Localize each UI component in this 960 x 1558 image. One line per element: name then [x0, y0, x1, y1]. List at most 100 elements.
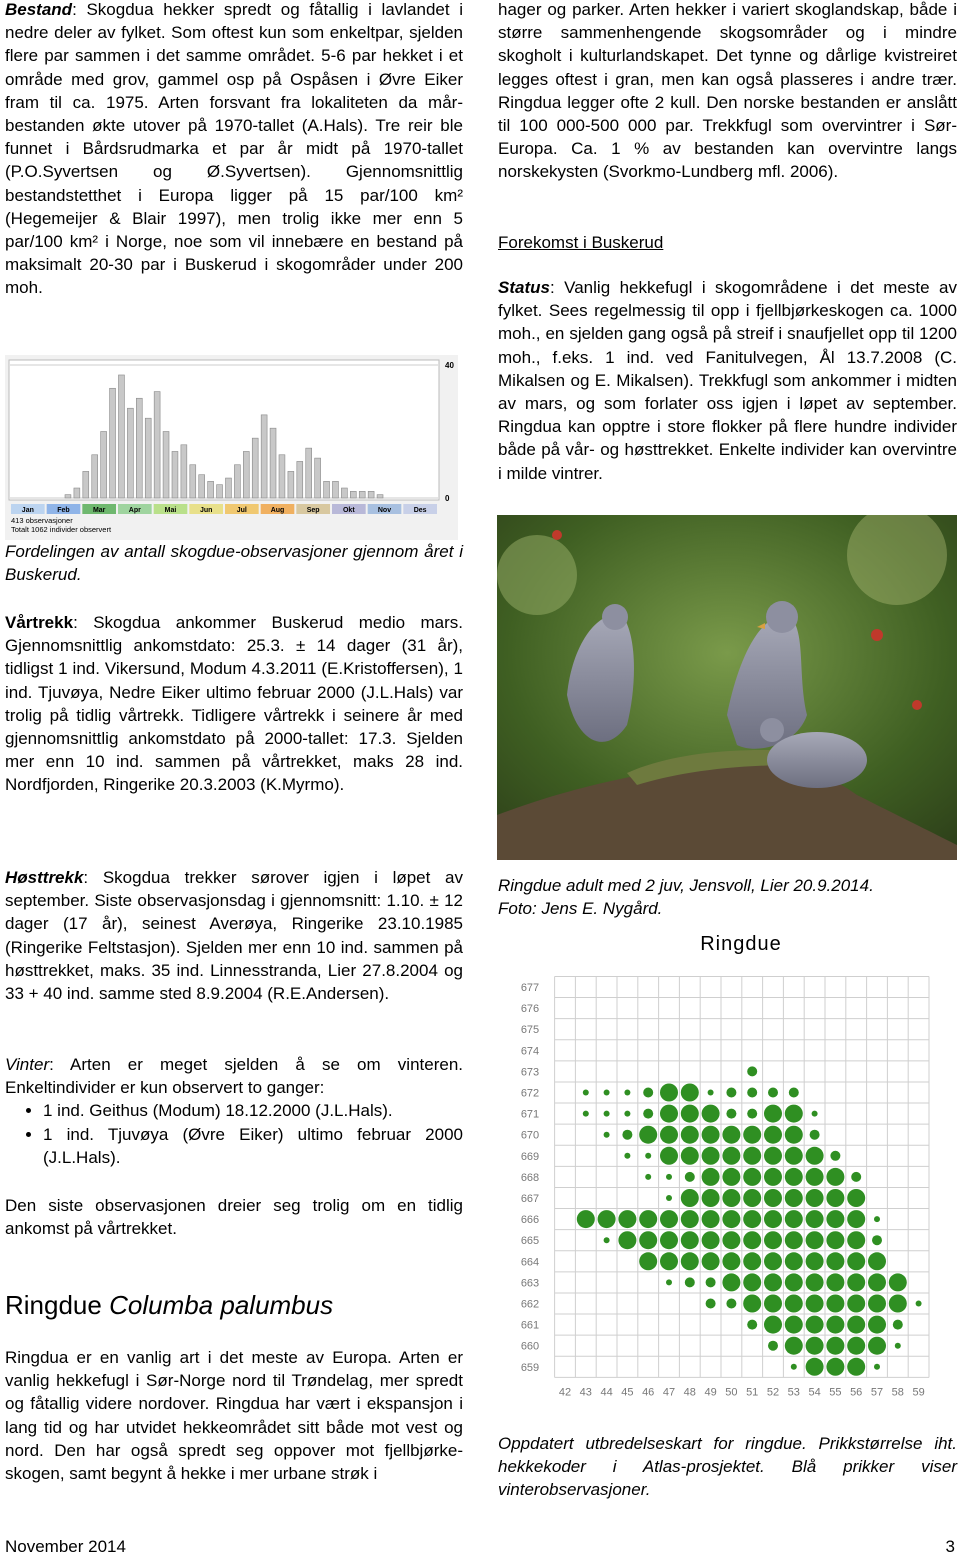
bar	[198, 474, 205, 499]
row-label: 673	[521, 1066, 539, 1078]
map-dot	[805, 1167, 824, 1186]
map-dot	[701, 1125, 720, 1144]
text: : Vanlig hekkefugl i skogområdene i det …	[498, 278, 957, 483]
map-dot	[784, 1146, 803, 1165]
map-dot	[784, 1315, 803, 1334]
map-dot	[643, 1108, 654, 1119]
map-dot	[660, 1104, 678, 1123]
map-dot	[826, 1273, 845, 1292]
bar	[314, 457, 321, 499]
map-dot	[666, 1279, 672, 1286]
month-box	[11, 504, 45, 514]
map-dot	[872, 1235, 882, 1246]
bar	[64, 494, 72, 499]
col-label: 45	[621, 1386, 633, 1398]
bar	[127, 407, 134, 499]
row-label: 660	[521, 1341, 539, 1353]
bar	[73, 487, 81, 499]
paragraph: Den siste observasjonen dreier seg troli…	[5, 1196, 463, 1239]
map-dot	[680, 1104, 699, 1123]
bar	[162, 431, 170, 499]
map-dot	[680, 1083, 699, 1102]
bar	[100, 431, 107, 499]
map-dot	[915, 1300, 922, 1307]
map-dot	[784, 1125, 803, 1144]
caption: Ringdue adult med 2 juv, Jensvoll, Lier …	[498, 874, 957, 920]
map-dot	[743, 1167, 762, 1186]
map-dot	[784, 1336, 803, 1355]
map-dot	[811, 1110, 818, 1117]
col-label: 55	[829, 1386, 841, 1398]
row-label: 663	[521, 1277, 539, 1289]
col-label: 42	[559, 1386, 571, 1398]
map-dot	[747, 1319, 758, 1330]
map-dot	[660, 1125, 678, 1144]
map-dot	[726, 1298, 737, 1309]
label: Høsttrekk	[5, 868, 84, 887]
map-dot	[847, 1189, 866, 1207]
bar	[216, 484, 223, 499]
map-dot	[707, 1089, 714, 1096]
x-tick-label: Aug	[271, 507, 285, 514]
heading-name: Ringdue	[5, 1290, 102, 1320]
paragraph: Høsttrekk: Skogdua trekker sørover igjen…	[5, 866, 463, 1005]
map-dot	[805, 1146, 824, 1165]
row-label: 672	[521, 1088, 539, 1100]
map-dot	[764, 1294, 782, 1313]
month-box	[332, 504, 366, 514]
map: Ringdue 677 676 675 674 673 672 671 670 669 668 667…	[521, 933, 930, 1398]
x-tick-label: Jul	[237, 507, 247, 514]
map-dot	[576, 1210, 595, 1229]
map-dot	[764, 1125, 782, 1144]
map-dot	[582, 1110, 589, 1117]
map-dot	[666, 1195, 672, 1201]
row-label: 661	[521, 1320, 539, 1332]
col-label: 51	[746, 1386, 758, 1398]
map-dot	[790, 1363, 797, 1370]
map-dot	[743, 1189, 762, 1207]
map-dot	[722, 1210, 741, 1229]
map-dot	[743, 1210, 762, 1229]
map-dot	[784, 1273, 803, 1292]
month-box	[260, 504, 295, 514]
month-box	[82, 504, 116, 514]
row-label: 677	[521, 982, 539, 994]
map-dot	[809, 1129, 820, 1140]
map-dot	[826, 1294, 845, 1313]
map-dot	[747, 1087, 758, 1098]
map-dot	[660, 1231, 678, 1250]
map-dot	[764, 1167, 782, 1186]
col-label: 59	[912, 1386, 924, 1398]
x-tick-label: Apr	[129, 507, 141, 514]
col-label: 50	[725, 1386, 737, 1398]
month-box	[118, 504, 152, 514]
map-dot	[726, 1087, 737, 1098]
col-label: 47	[663, 1386, 675, 1398]
text: : Skogdua trekker sørover igjen i løpet …	[5, 868, 463, 1004]
map-dot	[680, 1189, 699, 1207]
map-dot	[722, 1273, 741, 1292]
y-tick-label: 40	[445, 361, 454, 370]
map-dot	[722, 1252, 741, 1271]
map-dot	[743, 1294, 762, 1313]
map-dot	[764, 1273, 782, 1292]
text: : Arten er meget sjelden å se om vintere…	[5, 1055, 463, 1098]
map-dot	[743, 1125, 762, 1144]
map-dot	[639, 1125, 658, 1144]
row-label: 670	[521, 1130, 539, 1142]
month-box	[296, 504, 330, 514]
y-tick-label: 0	[445, 494, 450, 503]
map-dot	[784, 1210, 803, 1229]
plot-area	[8, 359, 440, 501]
col-label: 48	[684, 1386, 696, 1398]
map-dot	[847, 1315, 866, 1334]
row-label: 666	[521, 1214, 539, 1226]
map-dot	[847, 1210, 866, 1229]
bar-chart: 0 40 Jan Feb Mar Apr Mai Jun Jul Aug Sep Okt Nov Des 4…	[5, 355, 458, 540]
row-label: 675	[521, 1024, 539, 1036]
bar	[136, 397, 143, 499]
list-item: 1 ind. Geithus (Modum) 18.12.2000 (J.L.H…	[43, 1099, 463, 1122]
bar	[269, 427, 277, 499]
map-dot	[805, 1252, 824, 1271]
bar	[260, 414, 268, 499]
